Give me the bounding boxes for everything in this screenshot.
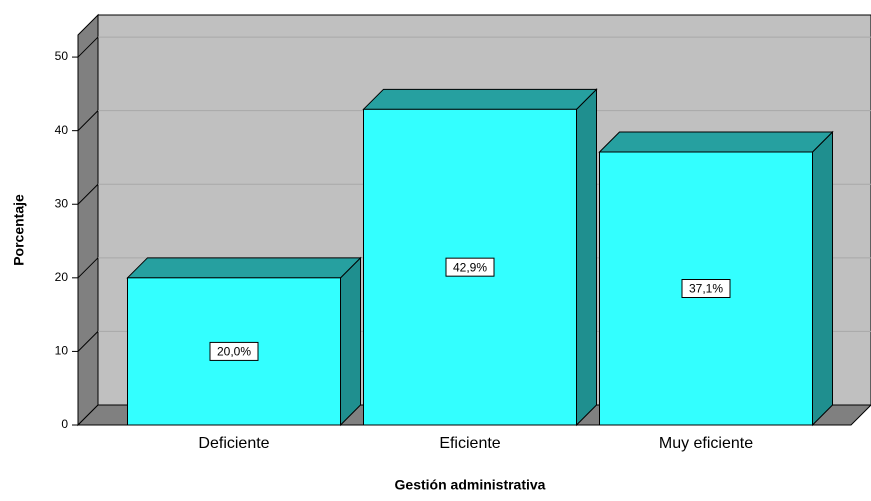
value-label-box bbox=[681, 279, 731, 298]
x-tick-label: Deficiente bbox=[198, 435, 269, 452]
bar-side bbox=[340, 256, 361, 427]
bar-side bbox=[576, 88, 597, 427]
grid-line bbox=[77, 183, 99, 205]
bar-top bbox=[362, 88, 598, 110]
value-label-box bbox=[209, 341, 259, 361]
y-tick-label: 0 bbox=[61, 417, 68, 431]
grid-line bbox=[77, 110, 99, 132]
y-tick-label: 10 bbox=[55, 344, 69, 358]
x-axis-title: Gestión administrativa bbox=[395, 477, 546, 493]
value-label: 37,1% bbox=[689, 282, 723, 296]
y-tick-label: 50 bbox=[55, 49, 69, 63]
bar-side bbox=[812, 130, 833, 427]
side-wall bbox=[77, 13, 99, 427]
value-label: 42,9% bbox=[453, 260, 487, 274]
grid-line bbox=[77, 331, 99, 352]
bar-top bbox=[598, 131, 834, 153]
y-axis-title: Porcentaje bbox=[11, 194, 27, 266]
y-tick-label: 30 bbox=[55, 196, 69, 210]
x-tick-label: Muy eficiente bbox=[659, 435, 753, 452]
bar-top bbox=[126, 257, 362, 279]
value-label-box bbox=[445, 257, 495, 277]
value-label: 20,0% bbox=[217, 345, 251, 359]
x-tick-label: Eficiente bbox=[439, 435, 500, 452]
y-tick-label: 20 bbox=[55, 270, 69, 284]
grid-line bbox=[77, 36, 99, 58]
y-tick-label: 40 bbox=[55, 123, 69, 137]
grid-line bbox=[77, 257, 99, 279]
